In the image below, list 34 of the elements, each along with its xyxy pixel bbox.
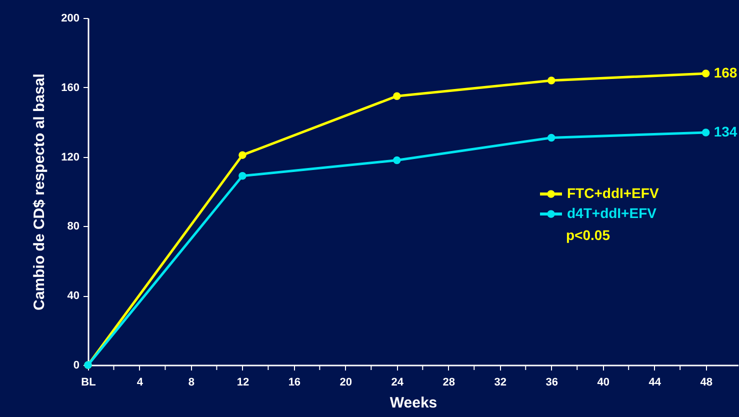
- y-tick-label: 80: [67, 220, 80, 233]
- point: [393, 92, 401, 100]
- x-tick-label: 44: [648, 376, 662, 388]
- y-axis-title: Cambio de CD$ respecto al basal: [31, 74, 48, 310]
- x-tick-label: 8: [188, 376, 195, 388]
- point: [393, 156, 401, 164]
- point: [547, 76, 556, 84]
- x-tick-label: 40: [597, 376, 610, 388]
- x-tick-label: 24: [391, 376, 404, 388]
- x-tick-label: 48: [700, 376, 712, 388]
- point: [238, 151, 246, 159]
- point: [547, 134, 556, 142]
- x-tick-label: 28: [442, 376, 456, 388]
- y-tick-label: 200: [61, 12, 80, 24]
- point: [238, 172, 246, 180]
- x-axis-title: Weeks: [390, 394, 438, 412]
- annotation: p<0.05: [566, 227, 610, 243]
- data-label: 134: [714, 124, 738, 140]
- y-tick-label: 120: [61, 151, 80, 164]
- data-label: 168: [714, 64, 738, 81]
- legend-label: FTC+ddI+EFV: [567, 185, 660, 201]
- y-tick-label: 40: [67, 290, 80, 302]
- y-tick-label: 160: [61, 82, 80, 94]
- x-tick-label: BL: [81, 376, 96, 388]
- x-tick-label: 12: [236, 376, 250, 388]
- x-tick-label: 36: [546, 376, 558, 388]
- y-tick-label: 0: [73, 360, 80, 372]
- legend-label: d4T+ddI+EFV: [567, 205, 658, 221]
- point: [702, 128, 710, 136]
- x-tick-label: 32: [494, 376, 507, 388]
- x-tick-label: 20: [340, 376, 352, 388]
- x-tick-label: 16: [288, 376, 301, 388]
- point: [702, 70, 710, 78]
- x-tick-label: 4: [136, 376, 144, 388]
